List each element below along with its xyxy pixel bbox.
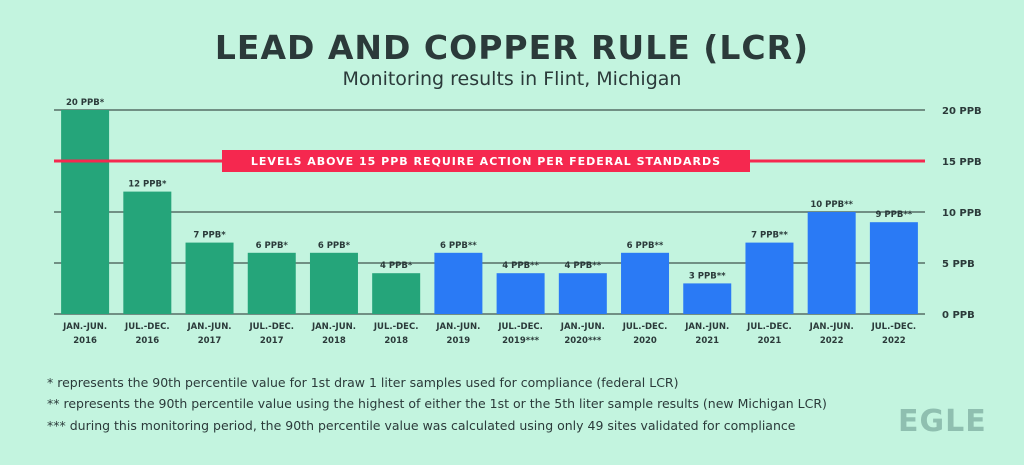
bar <box>123 191 172 314</box>
bar <box>61 110 110 314</box>
x-tick-label: 2019*** <box>502 336 540 346</box>
bar-value-label: 10 PPB** <box>810 200 853 210</box>
bar <box>185 242 234 314</box>
x-tick-label: 2021 <box>695 336 719 346</box>
x-tick-label: 2017 <box>198 336 222 346</box>
bar-value-label: 6 PPB* <box>318 241 351 251</box>
x-tick-label: JAN.-JUN. <box>684 322 729 332</box>
bar-value-label: 7 PPB** <box>751 231 788 241</box>
x-tick-label: 2016 <box>135 336 159 346</box>
x-tick-label: 2017 <box>260 336 284 346</box>
bar <box>372 273 421 314</box>
threshold-label-box <box>222 150 750 172</box>
bar-value-label: 4 PPB* <box>380 261 413 271</box>
x-tick-label: 2016 <box>73 336 97 346</box>
bar-value-label: 7 PPB* <box>193 231 226 241</box>
bar <box>807 212 856 314</box>
y-tick-label: 0 PPB <box>942 310 975 321</box>
egle-logo: EGLE <box>898 404 987 439</box>
x-tick-label: 2020 <box>633 336 657 346</box>
bar <box>621 252 670 314</box>
x-tick-label: JAN.-JUN. <box>435 322 480 332</box>
bar-value-label: 9 PPB** <box>876 210 913 220</box>
footnote-1: * represents the 90th percentile value f… <box>47 375 679 390</box>
bar <box>309 252 358 314</box>
x-tick-label: 2018 <box>384 336 408 346</box>
x-tick-label: JUL.-DEC. <box>497 322 543 332</box>
x-tick-label: JUL.-DEC. <box>124 322 170 332</box>
bar-value-label: 4 PPB** <box>502 261 539 271</box>
x-tick-label: 2020*** <box>564 336 602 346</box>
x-tick-label: JAN.-JUN. <box>311 322 356 332</box>
x-tick-label: JUL.-DEC. <box>622 322 668 332</box>
bar-value-label: 3 PPB** <box>689 271 726 281</box>
x-tick-label: 2022 <box>820 336 844 346</box>
bar-value-label: 12 PPB* <box>128 180 167 190</box>
x-tick-label: JAN.-JUN. <box>560 322 605 332</box>
footnote-2: ** represents the 90th percentile value … <box>47 396 827 411</box>
chart-subtitle: Monitoring results in Flint, Michigan <box>342 68 682 90</box>
x-tick-label: JAN.-JUN. <box>187 322 232 332</box>
x-tick-label: 2018 <box>322 336 346 346</box>
x-tick-label: JUL.-DEC. <box>248 322 294 332</box>
bar-value-label: 20 PPB* <box>66 98 105 108</box>
bar-value-label: 4 PPB** <box>564 261 601 271</box>
x-tick-label: JUL.-DEC. <box>746 322 792 332</box>
y-tick-label: 15 PPB <box>942 157 982 168</box>
chart-title: LEAD AND COPPER RULE (LCR) <box>214 28 810 67</box>
bar <box>869 222 918 314</box>
x-tick-label: JUL.-DEC. <box>871 322 917 332</box>
bar <box>558 273 607 314</box>
x-tick-label: JAN.-JUN. <box>809 322 854 332</box>
x-tick-label: 2019 <box>447 336 471 346</box>
bar-value-label: 6 PPB* <box>256 241 289 251</box>
bar-value-label: 6 PPB** <box>440 241 477 251</box>
x-tick-label: 2021 <box>758 336 782 346</box>
footnote-3: *** during this monitoring period, the 9… <box>47 418 796 433</box>
x-tick-label: 2022 <box>882 336 906 346</box>
x-tick-label: JUL.-DEC. <box>373 322 419 332</box>
y-tick-label: 5 PPB <box>942 259 975 270</box>
bar-value-label: 6 PPB** <box>627 241 664 251</box>
bar <box>496 273 545 314</box>
bar <box>745 242 794 314</box>
x-tick-label: JAN.-JUN. <box>62 322 107 332</box>
bar <box>683 283 732 314</box>
y-tick-label: 10 PPB <box>942 208 982 219</box>
y-tick-label: 20 PPB <box>942 106 982 117</box>
bar <box>434 252 483 314</box>
bar-chart: 0 PPB 5 PPB 10 PPB 15 PPB 20 PPB 20 PPB* JAN.-… <box>54 98 982 346</box>
threshold-label: LEVELS ABOVE 15 PPB REQUIRE ACTION PER F… <box>251 155 721 168</box>
bar <box>247 252 296 314</box>
